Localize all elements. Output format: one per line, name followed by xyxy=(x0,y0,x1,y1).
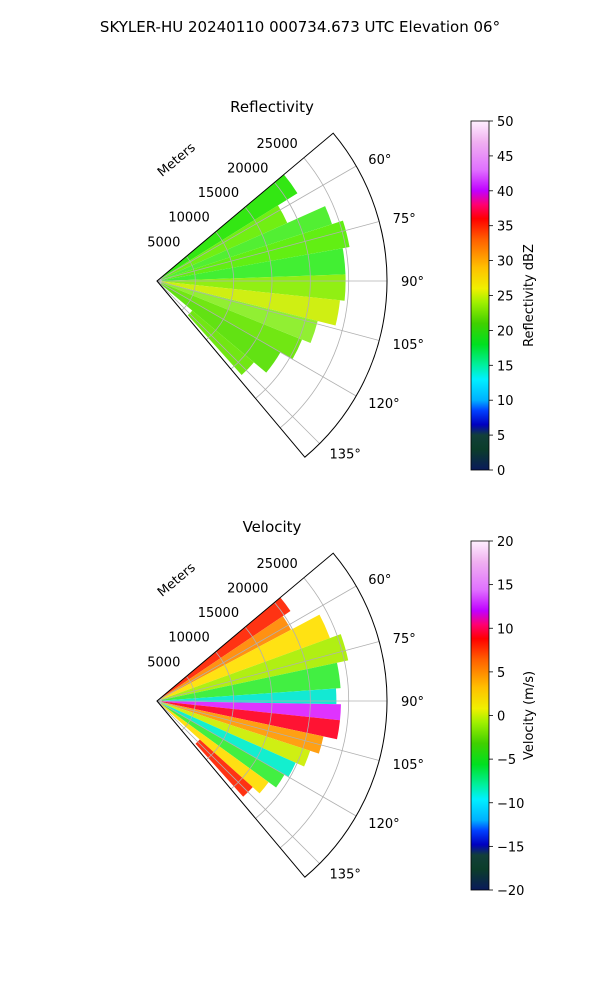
angle-gridline-5 xyxy=(156,700,320,864)
angle-gridline-1 xyxy=(156,221,380,282)
angle-gridline-3 xyxy=(156,700,380,761)
scan-sector-0 xyxy=(160,174,298,279)
colorbar-tick-label-0: −20 xyxy=(497,884,524,899)
colorbar-tick-label-4: 20 xyxy=(497,324,514,339)
velocity-panel: Velocity 5000 10000 15000 20000 25000 Meters 60… xyxy=(147,518,537,899)
colorbar-tick-label-0: 0 xyxy=(497,464,505,479)
scan-sector-10 xyxy=(160,702,296,777)
colorbar-tick-label-8: 40 xyxy=(497,185,514,200)
colorbar-tick-label-6: 30 xyxy=(497,255,514,270)
scan-sector-7 xyxy=(161,282,318,344)
range-tick-label-3: 20000 xyxy=(227,161,268,176)
range-gridline-4 xyxy=(279,157,350,429)
scan-data xyxy=(160,174,350,376)
figure-suptitle: SKYLER-HU 20240110 000734.673 UTC Elevat… xyxy=(100,18,500,36)
angle-tick-label-0: 60° xyxy=(368,153,391,168)
angle-tick-label-4: 120° xyxy=(368,817,399,832)
colorbar-tick-label-5: 25 xyxy=(497,290,514,305)
angle-gridline-4 xyxy=(156,700,357,817)
angle-tick-label-1: 75° xyxy=(393,212,416,227)
range-tick-label-2: 15000 xyxy=(198,606,239,621)
range-axis-label: Meters xyxy=(155,560,199,600)
scan-sector-4 xyxy=(161,662,341,701)
range-tick-label-2: 15000 xyxy=(198,186,239,201)
range-tick-label-3: 20000 xyxy=(227,581,268,596)
colorbar-tick-label-2: 10 xyxy=(497,394,514,409)
range-tick-label-0: 5000 xyxy=(147,235,180,250)
range-gridline-4 xyxy=(279,577,350,849)
range-tick-label-1: 10000 xyxy=(168,631,209,646)
colorbar-tick-label-10: 50 xyxy=(497,115,514,130)
angle-gridline-5 xyxy=(156,280,320,444)
panel-title: Velocity xyxy=(243,518,302,536)
range-tick-label-4: 25000 xyxy=(256,137,297,152)
scan-sector-1 xyxy=(160,616,292,699)
angle-gridline-0 xyxy=(156,585,357,702)
angle-tick-label-2: 90° xyxy=(401,275,424,290)
scan-sector-9 xyxy=(160,283,281,373)
colorbar-tick-label-8: 20 xyxy=(497,535,514,550)
angle-tick-label-3: 105° xyxy=(393,758,424,773)
colorbar xyxy=(470,120,490,471)
scan-sector-10 xyxy=(187,310,254,376)
scan-sector-8 xyxy=(161,701,324,754)
scan-sector-8 xyxy=(160,282,303,360)
angle-gridline-1 xyxy=(156,641,380,702)
sector-frame xyxy=(156,552,388,878)
colorbar-label: Velocity (m/s) xyxy=(522,671,537,760)
colorbar-tick-label-1: −15 xyxy=(497,840,524,855)
scan-sector-6 xyxy=(161,701,341,721)
range-gridline-1 xyxy=(206,651,235,761)
range-gridline-3 xyxy=(255,602,311,819)
colorbar-tick-label-9: 45 xyxy=(497,150,514,165)
angle-tick-label-5: 135° xyxy=(330,868,361,883)
angle-tick-label-5: 135° xyxy=(330,448,361,463)
scan-data xyxy=(160,597,349,797)
colorbar-tick-label-1: 5 xyxy=(497,429,505,444)
range-tick-label-0: 5000 xyxy=(147,655,180,670)
reflectivity-panel: Reflectivity 5000 10000 15000 20000 25000 Mete… xyxy=(147,98,537,479)
angle-gridline-0 xyxy=(156,165,357,282)
range-gridline-1 xyxy=(206,231,235,341)
scan-sector-5 xyxy=(161,688,337,705)
range-axis-label: Meters xyxy=(155,140,199,180)
colorbar-tick-label-7: 35 xyxy=(497,220,514,235)
colorbar-tick-label-3: −5 xyxy=(497,753,516,768)
scan-sector-0 xyxy=(160,597,291,699)
range-gridline-2 xyxy=(230,626,273,790)
angle-tick-label-0: 60° xyxy=(368,573,391,588)
angle-gridline-4 xyxy=(156,280,357,397)
colorbar-tick-label-5: 5 xyxy=(497,666,505,681)
scan-sector-11 xyxy=(160,703,285,788)
angle-gridline-3 xyxy=(156,280,380,341)
scan-sector-6 xyxy=(161,281,340,326)
colorbar-label: Reflectivity dBZ xyxy=(522,244,537,347)
colorbar-tick-label-3: 15 xyxy=(497,359,514,374)
range-tick-label-4: 25000 xyxy=(256,557,297,572)
scan-sector-2 xyxy=(161,206,332,280)
range-gridline-2 xyxy=(230,206,273,370)
angle-tick-label-1: 75° xyxy=(393,632,416,647)
scan-sector-7 xyxy=(161,701,340,740)
scan-sector-2 xyxy=(161,614,330,700)
angle-tick-label-3: 105° xyxy=(393,338,424,353)
scan-sector-4 xyxy=(161,248,346,281)
sector-frame xyxy=(156,132,388,458)
colorbar xyxy=(470,540,490,891)
range-gridline-3 xyxy=(255,182,311,399)
angle-tick-label-4: 120° xyxy=(368,397,399,412)
colorbar-tick-label-7: 15 xyxy=(497,579,514,594)
panel-title: Reflectivity xyxy=(230,98,314,116)
scan-sector-12 xyxy=(160,703,269,794)
colorbar-tick-label-2: −10 xyxy=(497,797,524,812)
scan-sector-9 xyxy=(161,702,311,767)
scan-sector-3 xyxy=(161,220,350,281)
angle-tick-label-2: 90° xyxy=(401,695,424,710)
range-tick-label-1: 10000 xyxy=(168,211,209,226)
colorbar-tick-label-4: 0 xyxy=(497,710,505,725)
colorbar-tick-label-6: 10 xyxy=(497,622,514,637)
